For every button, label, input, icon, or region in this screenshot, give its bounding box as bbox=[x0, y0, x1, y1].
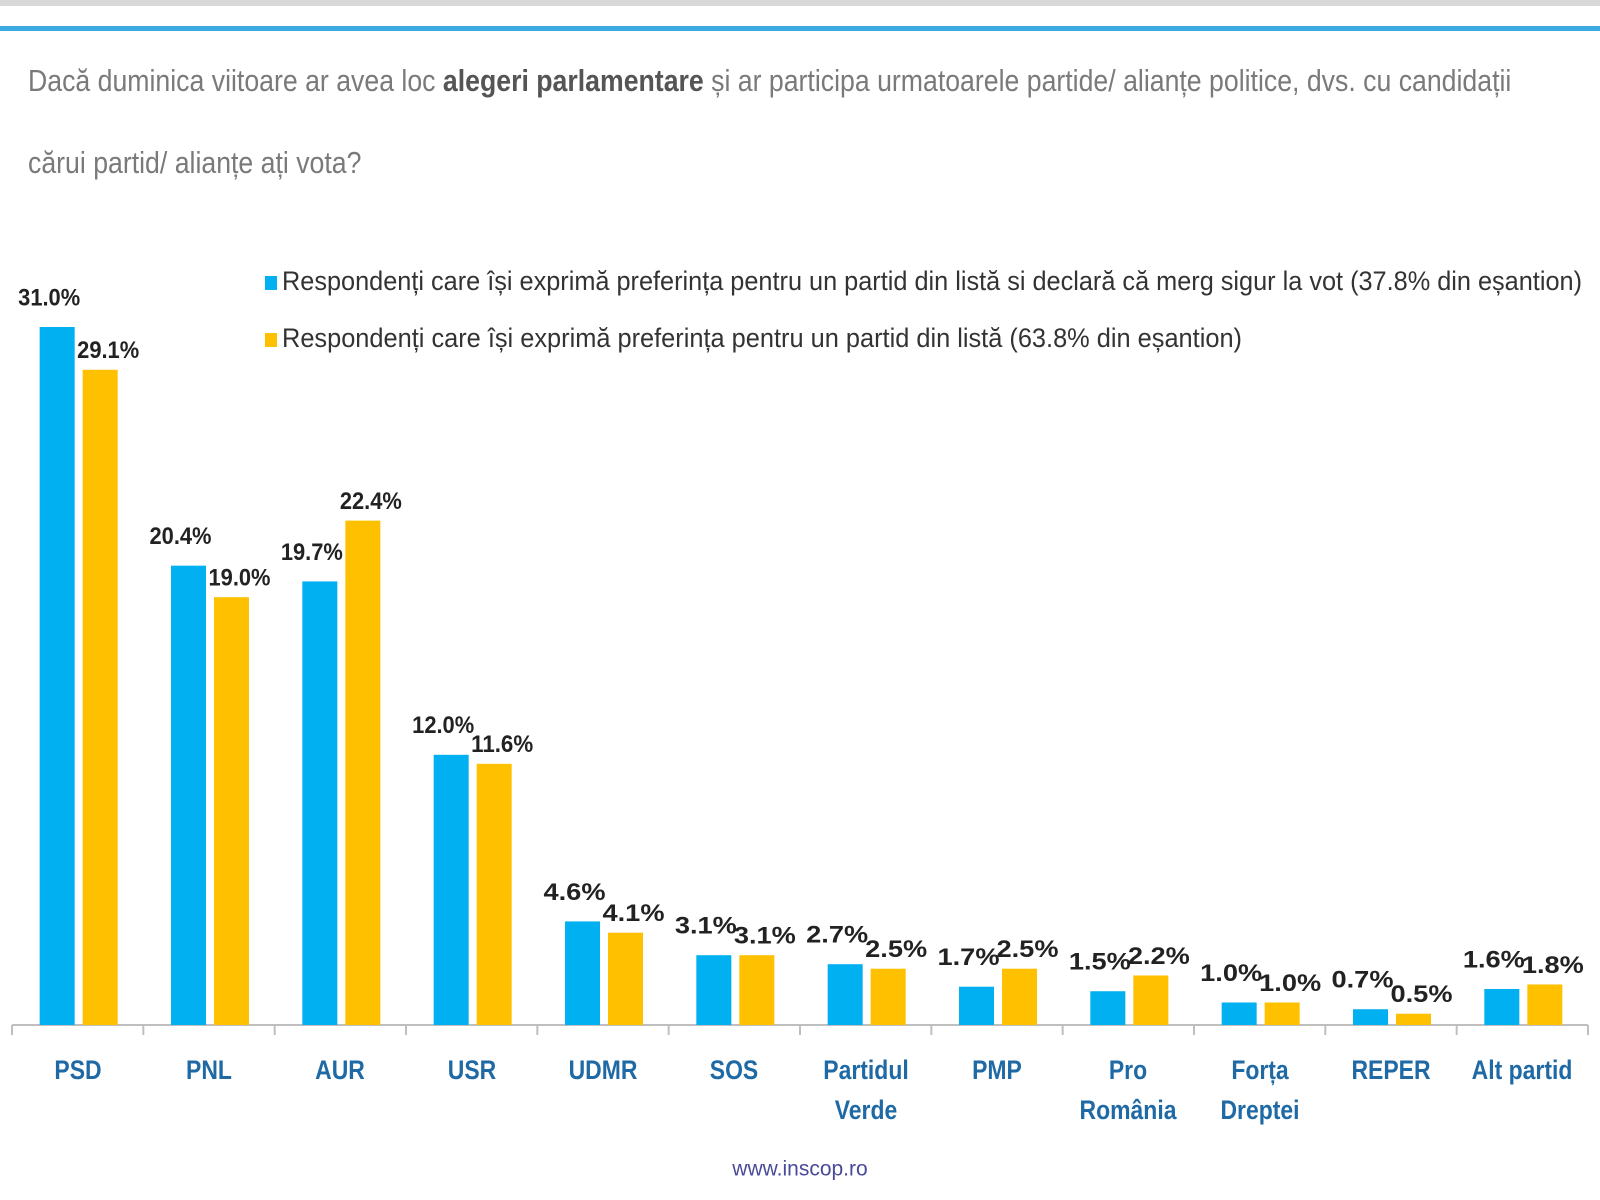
x-tick-label: USR bbox=[447, 1055, 496, 1085]
bar bbox=[433, 754, 469, 1025]
data-label: 2.5% bbox=[997, 936, 1059, 963]
data-label: 3.1% bbox=[734, 923, 796, 950]
bar bbox=[1221, 1002, 1257, 1025]
data-label: 1.7% bbox=[938, 944, 1000, 971]
x-tick-label: Alt partid bbox=[1471, 1055, 1573, 1085]
bar bbox=[1090, 991, 1126, 1025]
data-label: 1.0% bbox=[1200, 960, 1262, 987]
bar bbox=[345, 520, 381, 1025]
bar bbox=[739, 955, 775, 1025]
data-label: 2.7% bbox=[806, 922, 868, 949]
data-label: 12.0% bbox=[412, 712, 474, 739]
bar bbox=[608, 932, 643, 1025]
x-tick-label: PSD bbox=[54, 1055, 102, 1085]
bar bbox=[302, 581, 338, 1025]
x-tick-label: UDMR bbox=[568, 1055, 638, 1085]
top-band bbox=[0, 0, 1600, 6]
x-tick-label: SOS bbox=[710, 1055, 759, 1085]
data-label: 29.1% bbox=[77, 337, 139, 364]
data-label: 22.4% bbox=[340, 488, 402, 515]
data-label: 1.0% bbox=[1259, 970, 1321, 997]
top-rule bbox=[0, 26, 1600, 31]
legend-label: Respondenți care își exprimă preferința … bbox=[282, 266, 1582, 296]
title-part: Dacă duminica viitoare ar avea loc bbox=[28, 63, 443, 98]
data-label: 2.2% bbox=[1128, 943, 1190, 970]
data-label: 19.7% bbox=[281, 539, 343, 566]
bar bbox=[959, 986, 994, 1025]
bar bbox=[1527, 984, 1563, 1025]
bar bbox=[171, 565, 206, 1025]
bar bbox=[1264, 1002, 1300, 1025]
bar bbox=[1002, 968, 1037, 1025]
data-label: 0.7% bbox=[1332, 967, 1394, 994]
bar bbox=[565, 921, 600, 1025]
legend-swatch bbox=[265, 333, 277, 347]
data-label: 19.0% bbox=[209, 565, 271, 592]
bar bbox=[39, 327, 75, 1025]
legend-label: Respondenți care își exprimă preferința … bbox=[282, 323, 1242, 353]
x-tick-label: Pro România bbox=[1079, 1055, 1177, 1125]
bar bbox=[870, 968, 906, 1025]
bar bbox=[476, 763, 512, 1025]
bar bbox=[1484, 988, 1520, 1025]
data-label: 31.0% bbox=[18, 284, 80, 311]
title-part: alegeri parlamentare bbox=[442, 63, 704, 98]
title-part: și ar participa urmatoarele partide/ ali… bbox=[28, 63, 1512, 180]
data-label: 0.5% bbox=[1391, 981, 1453, 1008]
bar bbox=[82, 369, 118, 1025]
legend-swatch bbox=[265, 276, 277, 290]
x-tick-label: Forța Dreptei bbox=[1220, 1055, 1300, 1125]
bar bbox=[696, 955, 732, 1025]
x-tick-label: REPER bbox=[1351, 1055, 1431, 1085]
bar bbox=[1133, 975, 1169, 1025]
bar bbox=[827, 964, 863, 1025]
x-tick-label: Partidul Verde bbox=[822, 1055, 909, 1125]
data-label: 3.1% bbox=[675, 913, 737, 940]
source: www.inscop.ro bbox=[731, 1158, 867, 1181]
data-label: 1.5% bbox=[1069, 949, 1131, 976]
data-label: 20.4% bbox=[150, 523, 212, 550]
chart-title: Dacă duminica viitoare ar avea loc alege… bbox=[28, 40, 1542, 204]
bar bbox=[214, 597, 249, 1025]
data-label: 2.5% bbox=[865, 936, 927, 963]
x-tick-label: PMP bbox=[972, 1055, 1022, 1085]
data-label: 4.6% bbox=[544, 879, 606, 906]
data-label: 1.6% bbox=[1463, 946, 1525, 973]
x-tick-label: AUR bbox=[315, 1055, 366, 1085]
bar bbox=[1396, 1013, 1431, 1025]
x-tick-label: PNL bbox=[186, 1055, 232, 1085]
data-label: 1.8% bbox=[1522, 952, 1584, 979]
data-label: 4.1% bbox=[603, 900, 665, 927]
data-label: 11.6% bbox=[471, 731, 533, 758]
bar bbox=[1353, 1009, 1388, 1025]
